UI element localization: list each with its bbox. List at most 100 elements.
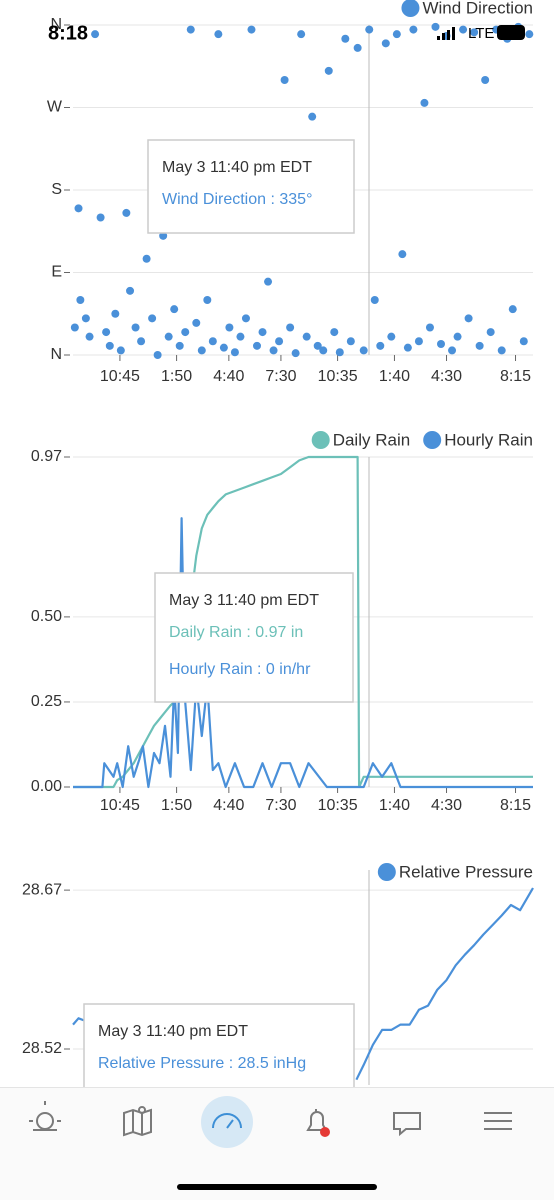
series-line xyxy=(72,887,534,1081)
x-tick-label: 4:30 xyxy=(431,797,462,814)
point xyxy=(470,28,479,37)
chart: 0.00 0.25 0.50 0.97 10:45 1:50 4:40 7:30 10:35 1:… xyxy=(31,430,533,814)
point xyxy=(431,22,440,31)
point xyxy=(403,343,412,352)
point xyxy=(192,318,201,327)
x-tick-label: 4:40 xyxy=(213,797,244,814)
x-tick-label: 1:50 xyxy=(161,368,192,385)
x-tick-label: 10:35 xyxy=(318,368,358,385)
point xyxy=(448,346,457,355)
charts: N E S W N 10:45 1:50 4:40 7:30 10:35 1:40 4:30 8:15 W… xyxy=(22,0,534,1087)
point xyxy=(203,296,212,304)
point xyxy=(153,351,162,359)
point xyxy=(330,328,339,337)
weather-tab[interactable] xyxy=(29,1101,61,1131)
point xyxy=(96,213,105,222)
map-tab[interactable] xyxy=(123,1106,152,1137)
home-indicator xyxy=(177,1184,377,1190)
battery-icon xyxy=(497,25,525,40)
x-tick-label: 1:40 xyxy=(379,797,410,814)
point xyxy=(459,25,468,34)
x-tick-label: 7:30 xyxy=(265,368,296,385)
point xyxy=(313,341,322,350)
point xyxy=(508,305,517,314)
point xyxy=(437,340,445,348)
point xyxy=(164,332,173,341)
x-tick-label: 1:50 xyxy=(161,797,192,814)
point xyxy=(269,346,278,355)
point xyxy=(91,30,100,39)
point xyxy=(370,296,379,304)
point xyxy=(181,328,190,337)
point xyxy=(275,337,284,346)
point xyxy=(159,231,168,240)
chart: N E S W N 10:45 1:50 4:40 7:30 10:35 1:40 4:30 8:15 W… xyxy=(47,0,534,385)
point xyxy=(414,337,423,346)
y-tick-label: 0.00 xyxy=(31,778,62,795)
chart: 28.52 28.67 Relative Pressure May 3 11:40 p… xyxy=(22,862,534,1087)
point xyxy=(346,337,355,346)
tooltip-line: Wind Direction : 335° xyxy=(162,191,312,208)
point xyxy=(111,309,120,318)
point xyxy=(297,30,306,39)
y-tick-label: 0.50 xyxy=(31,608,62,625)
legend-swatch xyxy=(377,863,396,881)
point xyxy=(291,349,300,358)
tooltip-line: Daily Rain : 0.97 in xyxy=(169,624,303,641)
network: LTE xyxy=(468,25,494,42)
point xyxy=(519,337,528,346)
point xyxy=(81,314,90,323)
point xyxy=(186,25,195,34)
dashboard-tab[interactable] xyxy=(201,1096,253,1148)
point xyxy=(126,286,135,295)
x-tick-label: 10:45 xyxy=(100,797,140,814)
point xyxy=(453,332,462,341)
point xyxy=(116,346,125,355)
point xyxy=(85,332,94,341)
y-tick-label: N xyxy=(50,346,62,363)
point xyxy=(335,348,344,357)
point xyxy=(376,341,385,350)
point xyxy=(286,323,295,332)
point xyxy=(74,204,83,213)
point xyxy=(208,337,217,346)
messages-tab[interactable] xyxy=(393,1112,421,1137)
status-bar: 8:18 LTE xyxy=(48,22,525,44)
point xyxy=(175,341,184,350)
point xyxy=(70,323,79,332)
point xyxy=(464,314,473,323)
point xyxy=(76,296,85,304)
y-tick-label: 0.25 xyxy=(31,693,62,710)
menu-tab[interactable] xyxy=(484,1112,512,1130)
alert-badge xyxy=(320,1127,330,1137)
point xyxy=(131,323,140,332)
x-tick-label: 10:45 xyxy=(100,368,140,385)
alerts-tab[interactable] xyxy=(306,1109,328,1131)
point xyxy=(475,341,484,350)
y-tick-label: N xyxy=(50,16,62,33)
point xyxy=(280,76,289,84)
point xyxy=(142,254,151,263)
tooltip-box xyxy=(147,139,355,234)
point xyxy=(230,348,239,357)
x-tick-label: 1:40 xyxy=(379,368,410,385)
point xyxy=(102,328,111,337)
x-tick-label: 7:30 xyxy=(265,797,296,814)
point xyxy=(353,43,362,52)
point xyxy=(253,341,261,350)
x-tick-label: 8:15 xyxy=(500,368,531,385)
legend-swatch xyxy=(423,431,442,449)
y-tick-label: W xyxy=(47,99,63,116)
legend-label: Wind Direction xyxy=(422,0,533,17)
point xyxy=(170,305,179,314)
y-tick-label: 0.97 xyxy=(31,448,62,465)
tooltip-title: May 3 11:40 pm EDT xyxy=(162,159,312,176)
point xyxy=(425,323,434,332)
point xyxy=(324,66,333,75)
point xyxy=(148,314,157,323)
point xyxy=(197,346,206,355)
point xyxy=(398,250,407,259)
point xyxy=(264,277,273,286)
x-tick-label: 4:40 xyxy=(213,368,244,385)
